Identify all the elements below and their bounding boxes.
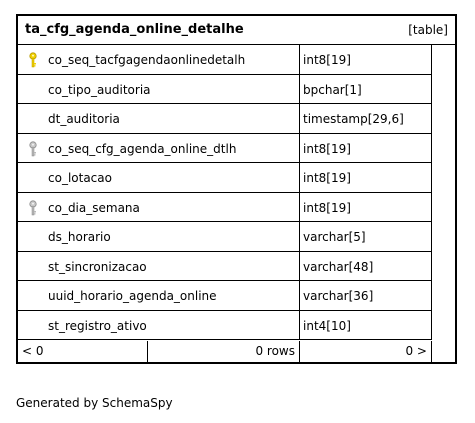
column-name-cell: uuid_horario_agenda_online	[18, 281, 300, 311]
column-type: int8[19]	[303, 200, 351, 215]
column-type: varchar[48]	[303, 259, 374, 274]
column-type: int8[19]	[303, 53, 351, 67]
column-type-cell: varchar[5]	[300, 222, 432, 252]
column-type: int8[19]	[303, 171, 351, 185]
column-type: varchar[36]	[303, 289, 374, 303]
column-type: varchar[5]	[303, 230, 366, 244]
column-row[interactable]: co_seq_cfg_agenda_online_dtlh int8[19]	[18, 133, 455, 164]
column-type: bpchar[1]	[303, 82, 362, 97]
column-name-cell: st_registro_ativo	[18, 310, 300, 340]
column-row[interactable]: uuid_horario_agenda_online varchar[36]	[18, 281, 455, 311]
parents-count: < 0	[22, 344, 44, 358]
column-row[interactable]: co_dia_semana int8[19]	[18, 192, 455, 223]
parents-count-cell[interactable]: < 0	[18, 341, 148, 362]
column-type-cell: int8[19]	[300, 133, 432, 163]
column-name: co_seq_cfg_agenda_online_dtlh	[48, 141, 237, 156]
row-gutter	[432, 252, 455, 282]
column-type-cell: int8[19]	[300, 45, 432, 75]
column-type-cell: int4[10]	[300, 310, 432, 340]
foreign-key-icon	[28, 199, 38, 216]
column-name: st_sincronizacao	[48, 259, 147, 274]
column-name-cell: dt_auditoria	[18, 104, 300, 134]
column-type-cell: varchar[48]	[300, 251, 432, 281]
table-kind: [table]	[408, 23, 448, 37]
column-type-cell: timestamp[29,6]	[300, 104, 432, 134]
column-row[interactable]: co_tipo_auditoria bpchar[1]	[18, 74, 455, 105]
column-type: int8[19]	[303, 141, 351, 156]
column-row[interactable]: st_registro_ativo int4[10]	[18, 310, 455, 341]
column-name-cell: co_dia_semana	[18, 192, 300, 222]
column-name: ds_horario	[48, 230, 111, 244]
generator-credit[interactable]: Generated by SchemaSpy	[16, 396, 173, 410]
column-list: co_seq_tacfgagendaonlinedetalh int8[19] …	[18, 45, 455, 340]
row-count: 0 rows	[255, 344, 295, 358]
row-gutter	[432, 311, 455, 341]
row-gutter	[432, 75, 455, 105]
column-type-cell: int8[19]	[300, 192, 432, 222]
column-name-cell: co_seq_tacfgagendaonlinedetalh	[18, 45, 300, 75]
row-count-cell: 0 rows	[148, 341, 300, 362]
column-row[interactable]: co_lotacao int8[19]	[18, 163, 455, 193]
column-type-cell: varchar[36]	[300, 281, 432, 311]
table-node[interactable]: ta_cfg_agenda_online_detalhe [table] co_…	[16, 14, 457, 364]
column-type-cell: int8[19]	[300, 163, 432, 193]
column-type: int4[10]	[303, 318, 351, 333]
row-gutter	[432, 281, 455, 311]
foreign-key-icon	[28, 140, 38, 157]
column-name: uuid_horario_agenda_online	[48, 289, 217, 303]
column-row[interactable]: ds_horario varchar[5]	[18, 222, 455, 252]
column-name: co_lotacao	[48, 171, 112, 185]
primary-key-icon	[28, 52, 38, 68]
column-type-cell: bpchar[1]	[300, 74, 432, 104]
column-name: st_registro_ativo	[48, 318, 147, 333]
row-gutter	[432, 222, 455, 252]
column-name-cell: co_seq_cfg_agenda_online_dtlh	[18, 133, 300, 163]
table-footer: < 0 0 rows 0 >	[18, 341, 455, 362]
column-name-cell: ds_horario	[18, 222, 300, 252]
column-name-cell: st_sincronizacao	[18, 251, 300, 281]
table-name: ta_cfg_agenda_online_detalhe	[25, 22, 244, 37]
table-header: ta_cfg_agenda_online_detalhe [table]	[18, 16, 455, 45]
row-gutter	[432, 193, 455, 223]
children-count-cell[interactable]: 0 >	[300, 341, 432, 362]
column-name: co_seq_tacfgagendaonlinedetalh	[48, 53, 246, 67]
children-count: 0 >	[405, 344, 427, 358]
column-row[interactable]: dt_auditoria timestamp[29,6]	[18, 104, 455, 134]
column-type: timestamp[29,6]	[303, 112, 404, 126]
row-gutter	[432, 163, 455, 193]
column-name: dt_auditoria	[48, 112, 120, 126]
column-name: co_dia_semana	[48, 200, 140, 215]
row-gutter	[432, 104, 455, 134]
column-name-cell: co_lotacao	[18, 163, 300, 193]
row-gutter	[432, 134, 455, 164]
column-name-cell: co_tipo_auditoria	[18, 74, 300, 104]
column-name: co_tipo_auditoria	[48, 82, 151, 97]
column-row[interactable]: co_seq_tacfgagendaonlinedetalh int8[19]	[18, 45, 455, 75]
row-gutter	[432, 45, 455, 75]
column-row[interactable]: st_sincronizacao varchar[48]	[18, 251, 455, 282]
